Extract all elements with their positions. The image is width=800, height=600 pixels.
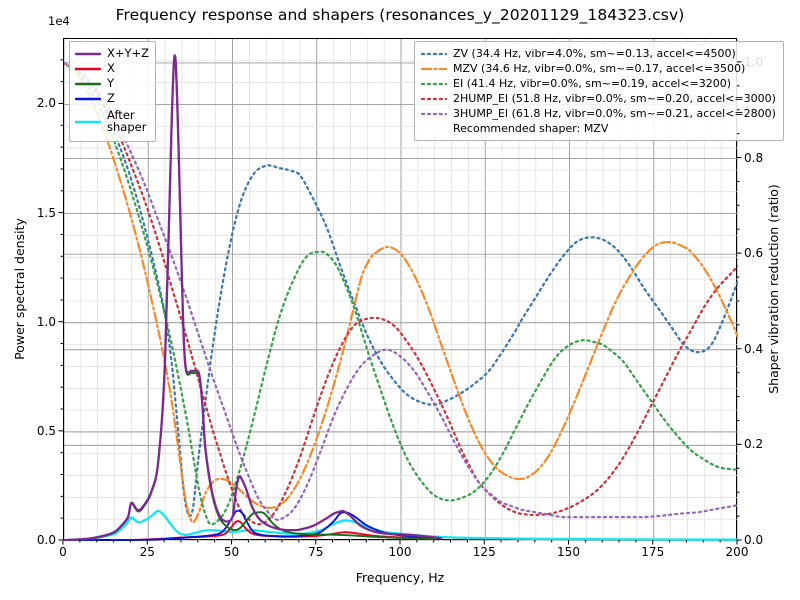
- shaper-curve-zv: [64, 61, 738, 518]
- recommended-shaper-note: Recommended shaper: MZV: [421, 121, 776, 136]
- plot-area: [63, 38, 738, 541]
- chart-title: Frequency response and shapers (resonanc…: [115, 6, 685, 24]
- y-tick-label: 1.5: [36, 205, 56, 220]
- recommended-shaper-text: Recommended shaper: MZV: [453, 121, 609, 135]
- y2-tick-label: 0.2: [744, 437, 764, 452]
- legend-line-swatch-icon: [421, 108, 447, 120]
- shaper-legend-label: EI (41.4 Hz, vibr=0.0%, sm~=0.19, accel<…: [453, 76, 731, 90]
- y-axis-label-wrap: Power spectral density: [12, 38, 34, 540]
- shaper-curves: [64, 61, 738, 526]
- psd-legend-label: Y: [107, 75, 115, 90]
- shaper-legend-item[interactable]: ZV (34.4 Hz, vibr=4.0%, sm~=0.13, accel<…: [421, 46, 776, 61]
- psd-curve-x-y-z: [64, 54, 443, 541]
- psd-legend-label: Z: [107, 90, 115, 105]
- legend-line-swatch-icon: [421, 48, 447, 60]
- psd-legend-label: After shaper: [107, 107, 147, 134]
- x-tick-label: 100: [388, 545, 412, 559]
- x-tick-label: 75: [308, 545, 324, 559]
- y2-tick-label: 0.0: [744, 533, 764, 547]
- legend-line-swatch-icon: [75, 48, 101, 60]
- shaper-legend-label: ZV (34.4 Hz, vibr=4.0%, sm~=0.13, accel<…: [453, 46, 736, 60]
- y-axis-offset-text: 1e4: [48, 14, 70, 28]
- psd-legend-item[interactable]: Z: [75, 91, 149, 106]
- y-tick-label: 1.0: [36, 314, 56, 329]
- y2-tick-label: 0.8: [744, 150, 764, 165]
- x-tick-label: 200: [725, 545, 749, 559]
- legend-line-swatch-icon: [421, 93, 447, 105]
- legend-line-swatch-icon: [421, 78, 447, 90]
- x-tick-label: 50: [223, 545, 240, 559]
- legend-line-swatch-icon: [75, 93, 101, 105]
- shaper-curve-3hump_ei: [64, 61, 738, 521]
- x-tick-label: 0: [59, 545, 67, 559]
- y2-tick-label: 0.4: [744, 341, 764, 356]
- y-axis-label: Power spectral density: [12, 218, 27, 360]
- legend-line-swatch-icon: [75, 78, 101, 90]
- psd-legend-label: X: [107, 60, 115, 75]
- psd-legend-item[interactable]: Y: [75, 76, 149, 91]
- y-tick-label: 2.0: [36, 96, 56, 111]
- x-tick-label: 175: [641, 545, 665, 559]
- shaper-curve-ei: [64, 61, 738, 526]
- psd-legend-item[interactable]: After shaper: [75, 106, 149, 137]
- y-tick-label: 0.0: [36, 533, 56, 547]
- shaper-legend-item[interactable]: 3HUMP_EI (61.8 Hz, vibr=0.0%, sm~=0.21, …: [421, 106, 776, 121]
- shaper-legend-label: MZV (34.6 Hz, vibr=0.0%, sm~=0.17, accel…: [453, 61, 746, 75]
- shaper-legend-item[interactable]: MZV (34.6 Hz, vibr=0.0%, sm~=0.17, accel…: [421, 61, 776, 76]
- shaper-legend-label: 3HUMP_EI (61.8 Hz, vibr=0.0%, sm~=0.21, …: [453, 106, 776, 120]
- psd-legend-item[interactable]: X+Y+Z: [75, 46, 149, 61]
- x-tick-label: 150: [557, 545, 580, 559]
- shaper-curve-2hump_ei: [64, 61, 738, 526]
- psd-legend-label: X+Y+Z: [107, 45, 150, 60]
- shaper-legend-item[interactable]: EI (41.4 Hz, vibr=0.0%, sm~=0.19, accel<…: [421, 76, 776, 91]
- x-tick-label: 25: [139, 545, 155, 559]
- shaper-legend[interactable]: ZV (34.4 Hz, vibr=4.0%, sm~=0.13, accel<…: [414, 41, 784, 141]
- shaper-legend-item[interactable]: 2HUMP_EI (51.8 Hz, vibr=0.0%, sm~=0.20, …: [421, 91, 776, 106]
- y2-tick-label: 0.6: [744, 246, 764, 261]
- psd-curves: [64, 54, 738, 541]
- legend-line-swatch-icon: [75, 116, 101, 128]
- shaper-legend-label: 2HUMP_EI (51.8 Hz, vibr=0.0%, sm~=0.20, …: [453, 91, 776, 105]
- shaper-curve-mzv: [64, 61, 738, 524]
- legend-line-swatch-icon: [421, 63, 447, 75]
- x-tick-label: 125: [472, 545, 496, 559]
- y-tick-label: 0.5: [36, 423, 56, 438]
- legend-line-swatch-icon: [75, 63, 101, 75]
- x-axis-label: Frequency, Hz: [355, 570, 445, 585]
- psd-legend[interactable]: X+Y+Z X Y Z After shaper: [69, 41, 157, 142]
- psd-legend-item[interactable]: X: [75, 61, 149, 76]
